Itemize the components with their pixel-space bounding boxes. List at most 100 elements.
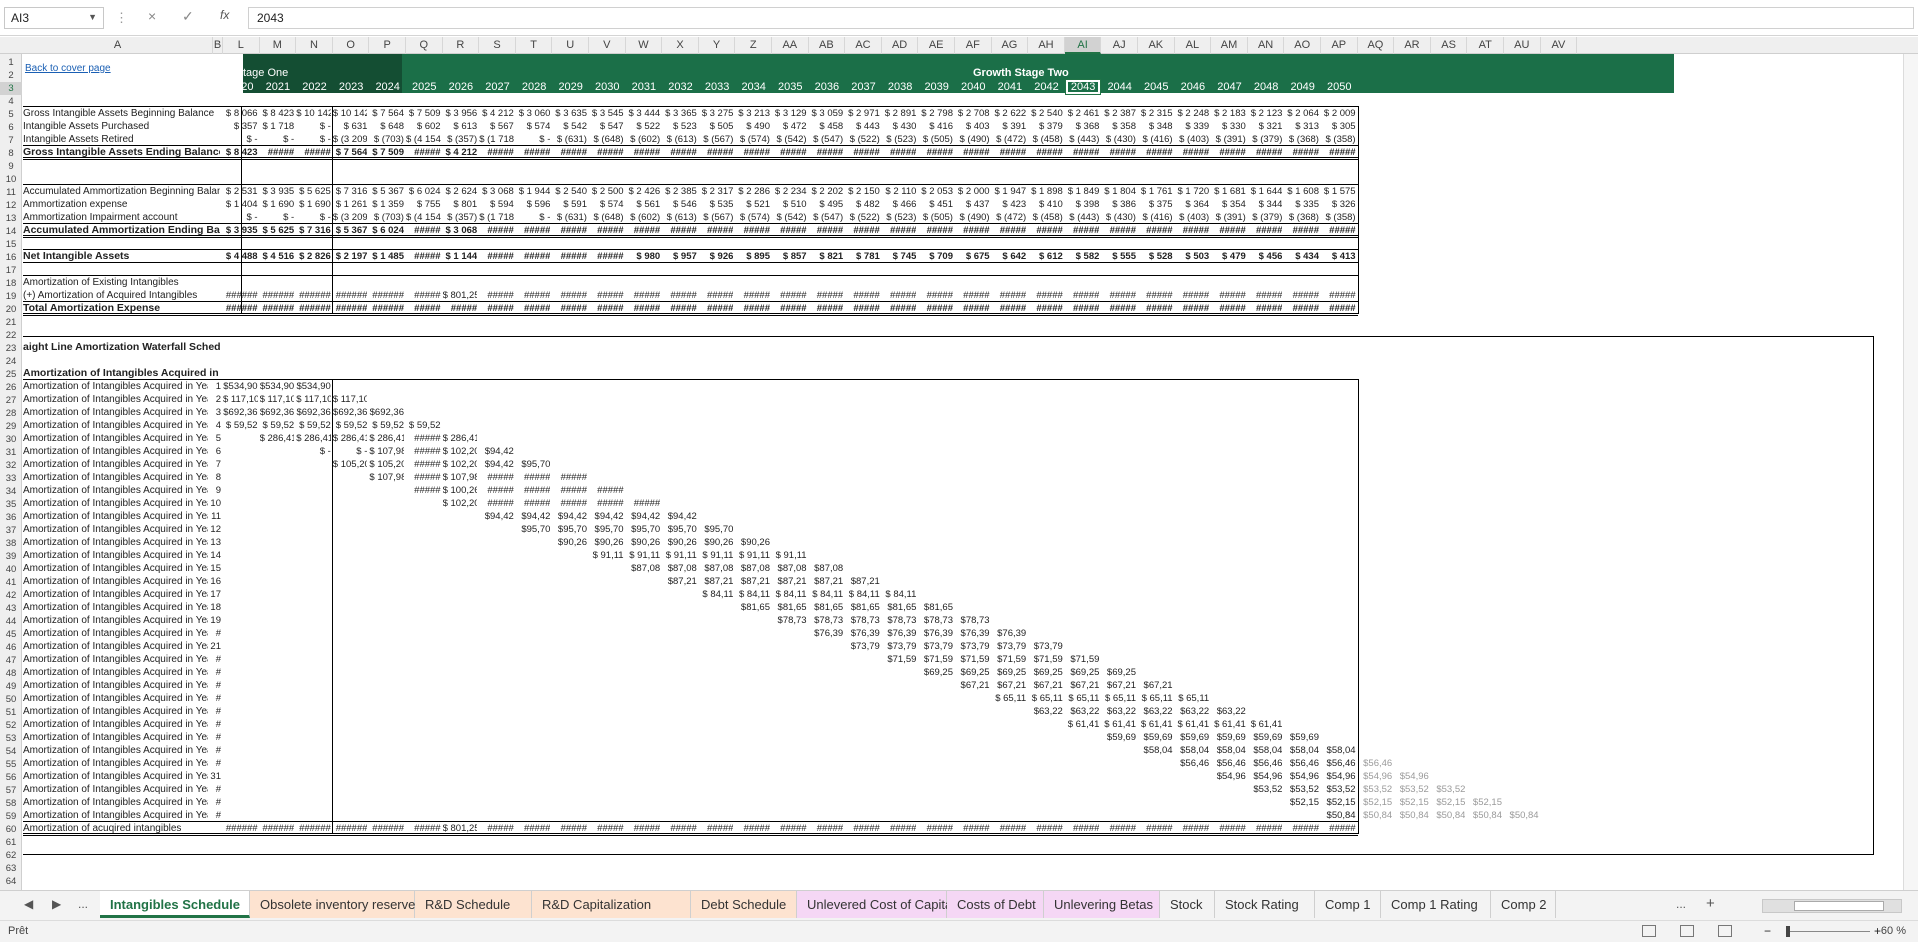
waterfall-cell[interactable]: $56,46 — [1180, 758, 1210, 769]
value-cell[interactable]: $ 416 — [929, 121, 953, 132]
waterfall-cell[interactable]: $ - — [319, 446, 331, 457]
value-cell[interactable]: $ 801 — [453, 199, 478, 210]
value-cell[interactable]: ##### — [670, 303, 697, 314]
waterfall-cell[interactable]: $ 117,10 — [296, 394, 331, 405]
value-cell[interactable]: $ 2 053 — [921, 186, 953, 197]
row-header[interactable]: 27 — [5, 395, 17, 406]
value-cell[interactable]: ##### — [816, 823, 844, 834]
waterfall-cell[interactable]: $67,21 — [997, 680, 1027, 691]
value-cell[interactable]: ##### — [487, 251, 514, 262]
waterfall-cell[interactable]: $692,36 — [369, 407, 404, 418]
waterfall-cell[interactable]: $71,59 — [887, 654, 917, 665]
value-cell[interactable]: $ 7 316 — [335, 186, 368, 197]
value-cell[interactable]: $ (542) — [776, 134, 807, 145]
column-header-o[interactable]: O — [333, 37, 370, 54]
value-cell[interactable]: ###### — [372, 303, 404, 314]
value-cell[interactable]: ##### — [1329, 823, 1356, 834]
value-cell[interactable]: $ 1 575 — [1323, 186, 1356, 197]
waterfall-cell[interactable]: ##### — [523, 485, 551, 496]
value-cell[interactable]: ##### — [926, 290, 953, 301]
value-cell[interactable]: $ 482 — [856, 199, 880, 210]
value-cell[interactable]: $ 1 359 — [372, 199, 404, 210]
value-cell[interactable]: ##### — [597, 147, 624, 158]
value-cell[interactable]: $ (574) — [739, 134, 770, 145]
value-cell[interactable]: ##### — [1109, 303, 1136, 314]
page-layout-view-icon[interactable] — [1680, 925, 1694, 937]
row-header[interactable]: 64 — [5, 876, 17, 887]
value-cell[interactable]: ##### — [743, 225, 770, 236]
row-header[interactable]: 43 — [5, 603, 17, 614]
zoom-out-button[interactable]: − — [1764, 924, 1772, 938]
value-cell[interactable]: ##### — [1329, 290, 1356, 301]
value-cell[interactable]: ##### — [414, 290, 441, 301]
waterfall-cell[interactable]: $95,70 — [704, 524, 734, 535]
value-cell[interactable]: ##### — [1329, 225, 1356, 236]
value-cell[interactable]: ###### — [372, 290, 404, 301]
value-cell[interactable]: $ 510 — [782, 199, 807, 210]
waterfall-cell[interactable]: $54,96 — [1216, 771, 1246, 782]
value-cell[interactable]: $ 1 261 — [335, 199, 368, 210]
value-cell[interactable]: $ 594 — [490, 199, 514, 210]
value-cell[interactable]: ##### — [1109, 225, 1136, 236]
waterfall-cell[interactable]: $ 107,98 — [442, 472, 478, 483]
waterfall-cell[interactable]: $ 65,11 — [1031, 693, 1063, 704]
value-cell[interactable]: $ (522) — [849, 134, 880, 145]
row-header[interactable]: 21 — [5, 317, 17, 328]
row-header[interactable]: 12 — [5, 200, 17, 211]
value-cell[interactable]: $ - — [283, 134, 295, 145]
waterfall-cell[interactable]: $ 105,20 — [332, 459, 368, 470]
row-header[interactable]: 40 — [5, 564, 17, 575]
value-cell[interactable]: $ 495 — [819, 199, 844, 210]
sheet-tab[interactable]: Costs of Debt — [947, 891, 1044, 918]
value-cell[interactable]: ##### — [1292, 147, 1319, 158]
value-cell[interactable]: $ 386 — [1112, 199, 1136, 210]
value-cell[interactable]: ##### — [560, 290, 587, 301]
waterfall-cell[interactable]: $ 84,11 — [738, 589, 770, 600]
value-cell[interactable]: $ 364 — [1185, 199, 1210, 210]
row-header[interactable]: 29 — [5, 421, 17, 432]
value-cell[interactable]: $ 648 — [380, 121, 404, 132]
waterfall-cell[interactable]: $63,22 — [1106, 706, 1136, 717]
column-header-al[interactable]: AL — [1175, 37, 1212, 54]
value-cell[interactable]: $ (522) — [849, 212, 880, 223]
prev-sheet-icon[interactable]: ◀ — [24, 897, 34, 911]
waterfall-cell[interactable]: $69,25 — [1033, 667, 1063, 678]
value-cell[interactable]: $ (631) — [556, 212, 587, 223]
waterfall-cell[interactable]: $ 61,41 — [1250, 719, 1283, 730]
value-cell[interactable]: ##### — [523, 147, 551, 158]
value-cell[interactable]: $ 5 625 — [262, 225, 295, 236]
value-cell[interactable]: $ - — [319, 121, 331, 132]
value-cell[interactable]: $ (523) — [886, 212, 917, 223]
value-cell[interactable]: ##### — [1219, 225, 1246, 236]
value-cell[interactable]: $ 2 064 — [1287, 108, 1319, 119]
value-cell[interactable]: $ 330 — [1222, 121, 1246, 132]
value-cell[interactable]: $ 5 367 — [335, 225, 368, 236]
row-header[interactable]: 1 — [8, 57, 14, 68]
value-cell[interactable]: ##### — [963, 290, 990, 301]
value-cell[interactable]: $ (472) — [996, 134, 1027, 145]
sheet-tab[interactable]: R&D Schedule — [415, 891, 532, 918]
waterfall-cell[interactable]: $ 59,52 — [372, 420, 404, 431]
value-cell[interactable]: ###### — [335, 303, 368, 314]
value-cell[interactable]: $ (648) — [593, 212, 624, 223]
value-cell[interactable]: ##### — [889, 303, 917, 314]
row-header[interactable]: 18 — [5, 278, 17, 289]
waterfall-cell[interactable]: $76,39 — [887, 628, 917, 639]
value-cell[interactable]: $ 466 — [892, 199, 917, 210]
value-cell[interactable]: $ 458 — [819, 121, 844, 132]
value-cell[interactable]: $ 574 — [526, 121, 551, 132]
waterfall-cell[interactable]: $54,96 — [1253, 771, 1283, 782]
waterfall-cell[interactable]: $ 61,41 — [1104, 719, 1136, 730]
value-cell[interactable]: ##### — [706, 225, 734, 236]
zoom-slider[interactable] — [1790, 931, 1870, 932]
value-cell[interactable]: $ 3 935 — [262, 186, 295, 197]
row-header[interactable]: 5 — [8, 109, 14, 120]
value-cell[interactable]: $ 10 142 — [332, 108, 368, 119]
waterfall-cell[interactable]: $69,25 — [960, 667, 990, 678]
waterfall-cell[interactable]: $ 286,41 — [442, 433, 478, 444]
value-cell[interactable]: ##### — [633, 147, 661, 158]
value-cell[interactable]: $ 2 000 — [957, 186, 990, 197]
waterfall-cell[interactable]: $71,59 — [923, 654, 953, 665]
waterfall-cell[interactable]: $78,73 — [923, 615, 953, 626]
value-cell[interactable]: $ 546 — [673, 199, 697, 210]
